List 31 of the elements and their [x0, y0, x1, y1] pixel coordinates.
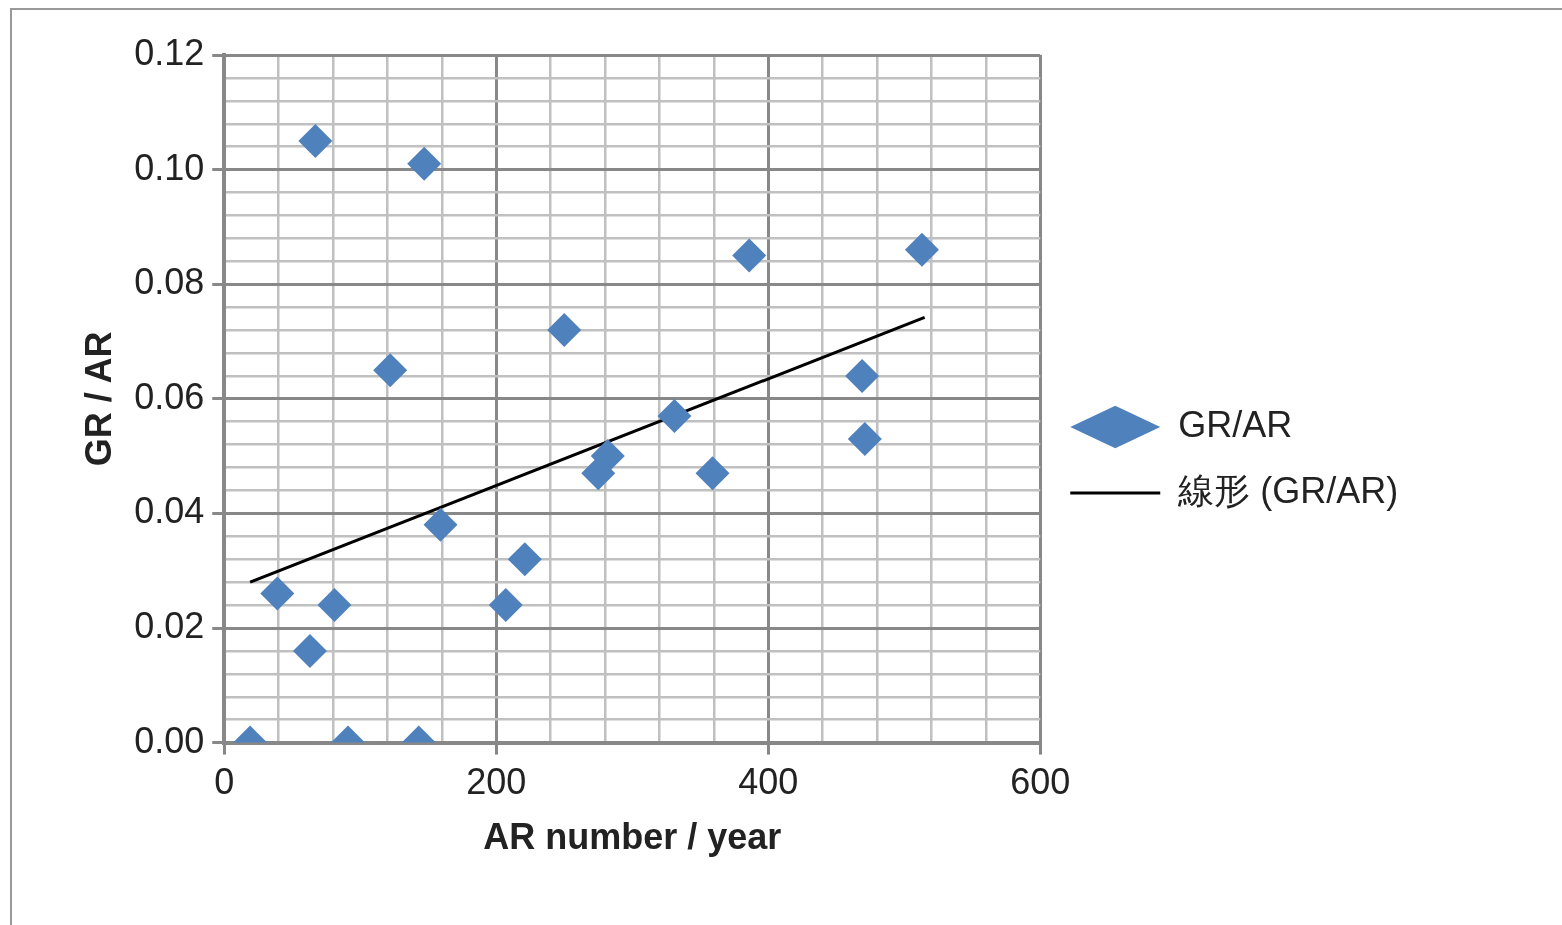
legend-label: 線形 (GR/AR) [1177, 469, 1399, 511]
x-axis-title: AR number / year [483, 816, 782, 858]
point [373, 353, 408, 388]
legend-label: GR/AR [1178, 403, 1293, 445]
point [488, 588, 523, 623]
point [732, 238, 767, 273]
point [547, 313, 582, 348]
point [423, 507, 458, 542]
point [292, 633, 327, 668]
point [298, 123, 333, 158]
y-tick-label: 0.08 [134, 261, 205, 303]
y-tick-label: 0.10 [134, 146, 205, 188]
y-tick-label: 0.04 [134, 490, 205, 532]
x-tick-label: 0 [214, 761, 235, 803]
point [695, 456, 730, 491]
point [657, 398, 692, 433]
x-tick-label: 400 [738, 761, 799, 803]
y-axis-title: GR / AR [77, 331, 119, 467]
x-tick-label: 200 [466, 761, 527, 803]
point [904, 232, 939, 267]
point [260, 576, 295, 611]
point [407, 146, 442, 181]
point [507, 542, 542, 577]
x-tick-label: 600 [1010, 761, 1071, 803]
point [847, 421, 882, 456]
point [845, 358, 880, 393]
y-tick-label: 0.06 [134, 375, 205, 417]
y-tick-label: 0.00 [134, 719, 205, 761]
point [317, 588, 352, 623]
y-tick-label: 0.12 [134, 31, 205, 73]
y-tick-label: 0.02 [134, 604, 205, 646]
